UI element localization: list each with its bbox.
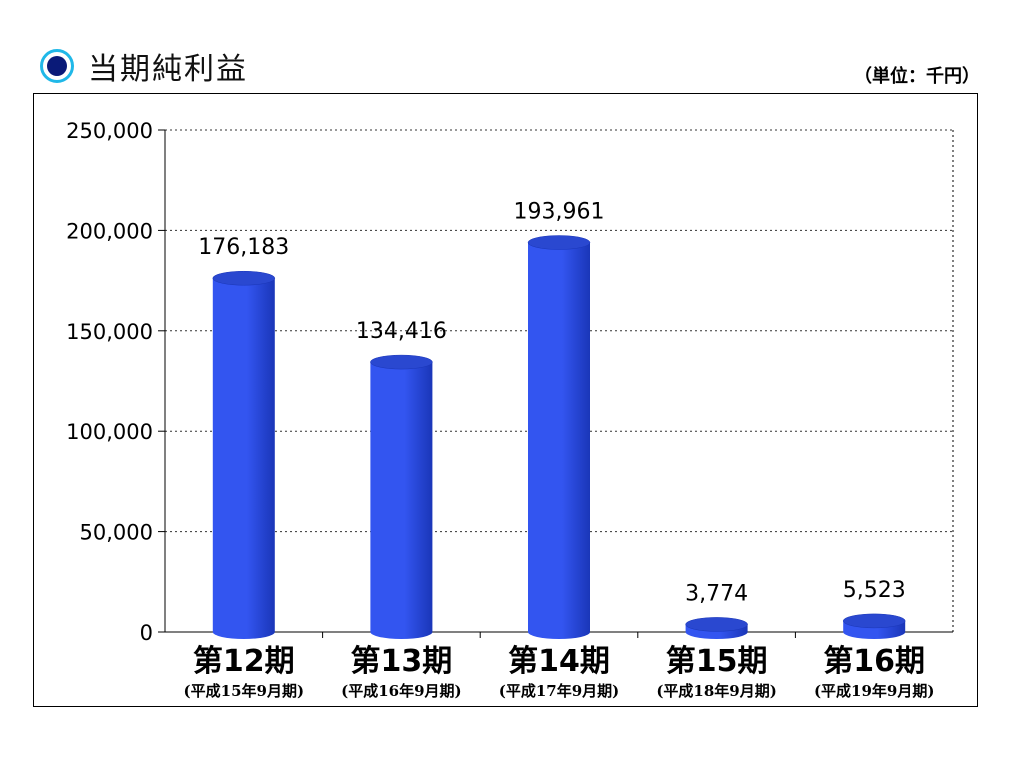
y-tick-label: 250,000 xyxy=(66,119,153,143)
x-category-label: 第12期 xyxy=(193,644,295,679)
x-sub-label: (平成17年9月期) xyxy=(499,682,620,700)
bar-top xyxy=(370,354,433,370)
bar-top xyxy=(212,270,276,286)
y-tick-label: 50,000 xyxy=(80,521,153,545)
data-label: 193,961 xyxy=(514,200,605,225)
x-category-label: 第15期 xyxy=(666,644,768,679)
x-sub-label: (平成15年9月期) xyxy=(184,682,305,700)
x-category-label: 第16期 xyxy=(823,644,925,679)
x-sub-label: (平成19年9月期) xyxy=(814,682,935,700)
bar xyxy=(370,362,433,640)
chart-title: 当期純利益 xyxy=(88,52,248,87)
data-label: 134,416 xyxy=(356,319,447,344)
chart-header: 当期純利益 xyxy=(40,46,248,87)
chart-frame xyxy=(33,93,978,707)
bar-top xyxy=(685,617,748,632)
bar-top xyxy=(842,613,906,629)
bullet-icon xyxy=(40,49,74,83)
y-tick-label: 200,000 xyxy=(66,219,153,243)
x-sub-label: (平成18年9月期) xyxy=(656,682,777,700)
bar xyxy=(212,278,275,639)
x-category-label: 第13期 xyxy=(351,644,453,679)
bar-top xyxy=(527,235,591,250)
x-sub-label: (平成16年9月期) xyxy=(341,682,462,700)
y-tick-label: 100,000 xyxy=(66,420,153,444)
x-category-label: 第14期 xyxy=(508,644,610,679)
data-label: 176,183 xyxy=(198,235,289,260)
y-tick-label: 150,000 xyxy=(66,320,153,344)
unit-label: （単位：千円） xyxy=(854,66,980,87)
bullet-center xyxy=(47,56,67,76)
data-label: 3,774 xyxy=(685,581,748,606)
y-tick-label: 0 xyxy=(140,621,153,645)
data-label: 5,523 xyxy=(843,578,906,603)
bar xyxy=(528,242,590,639)
